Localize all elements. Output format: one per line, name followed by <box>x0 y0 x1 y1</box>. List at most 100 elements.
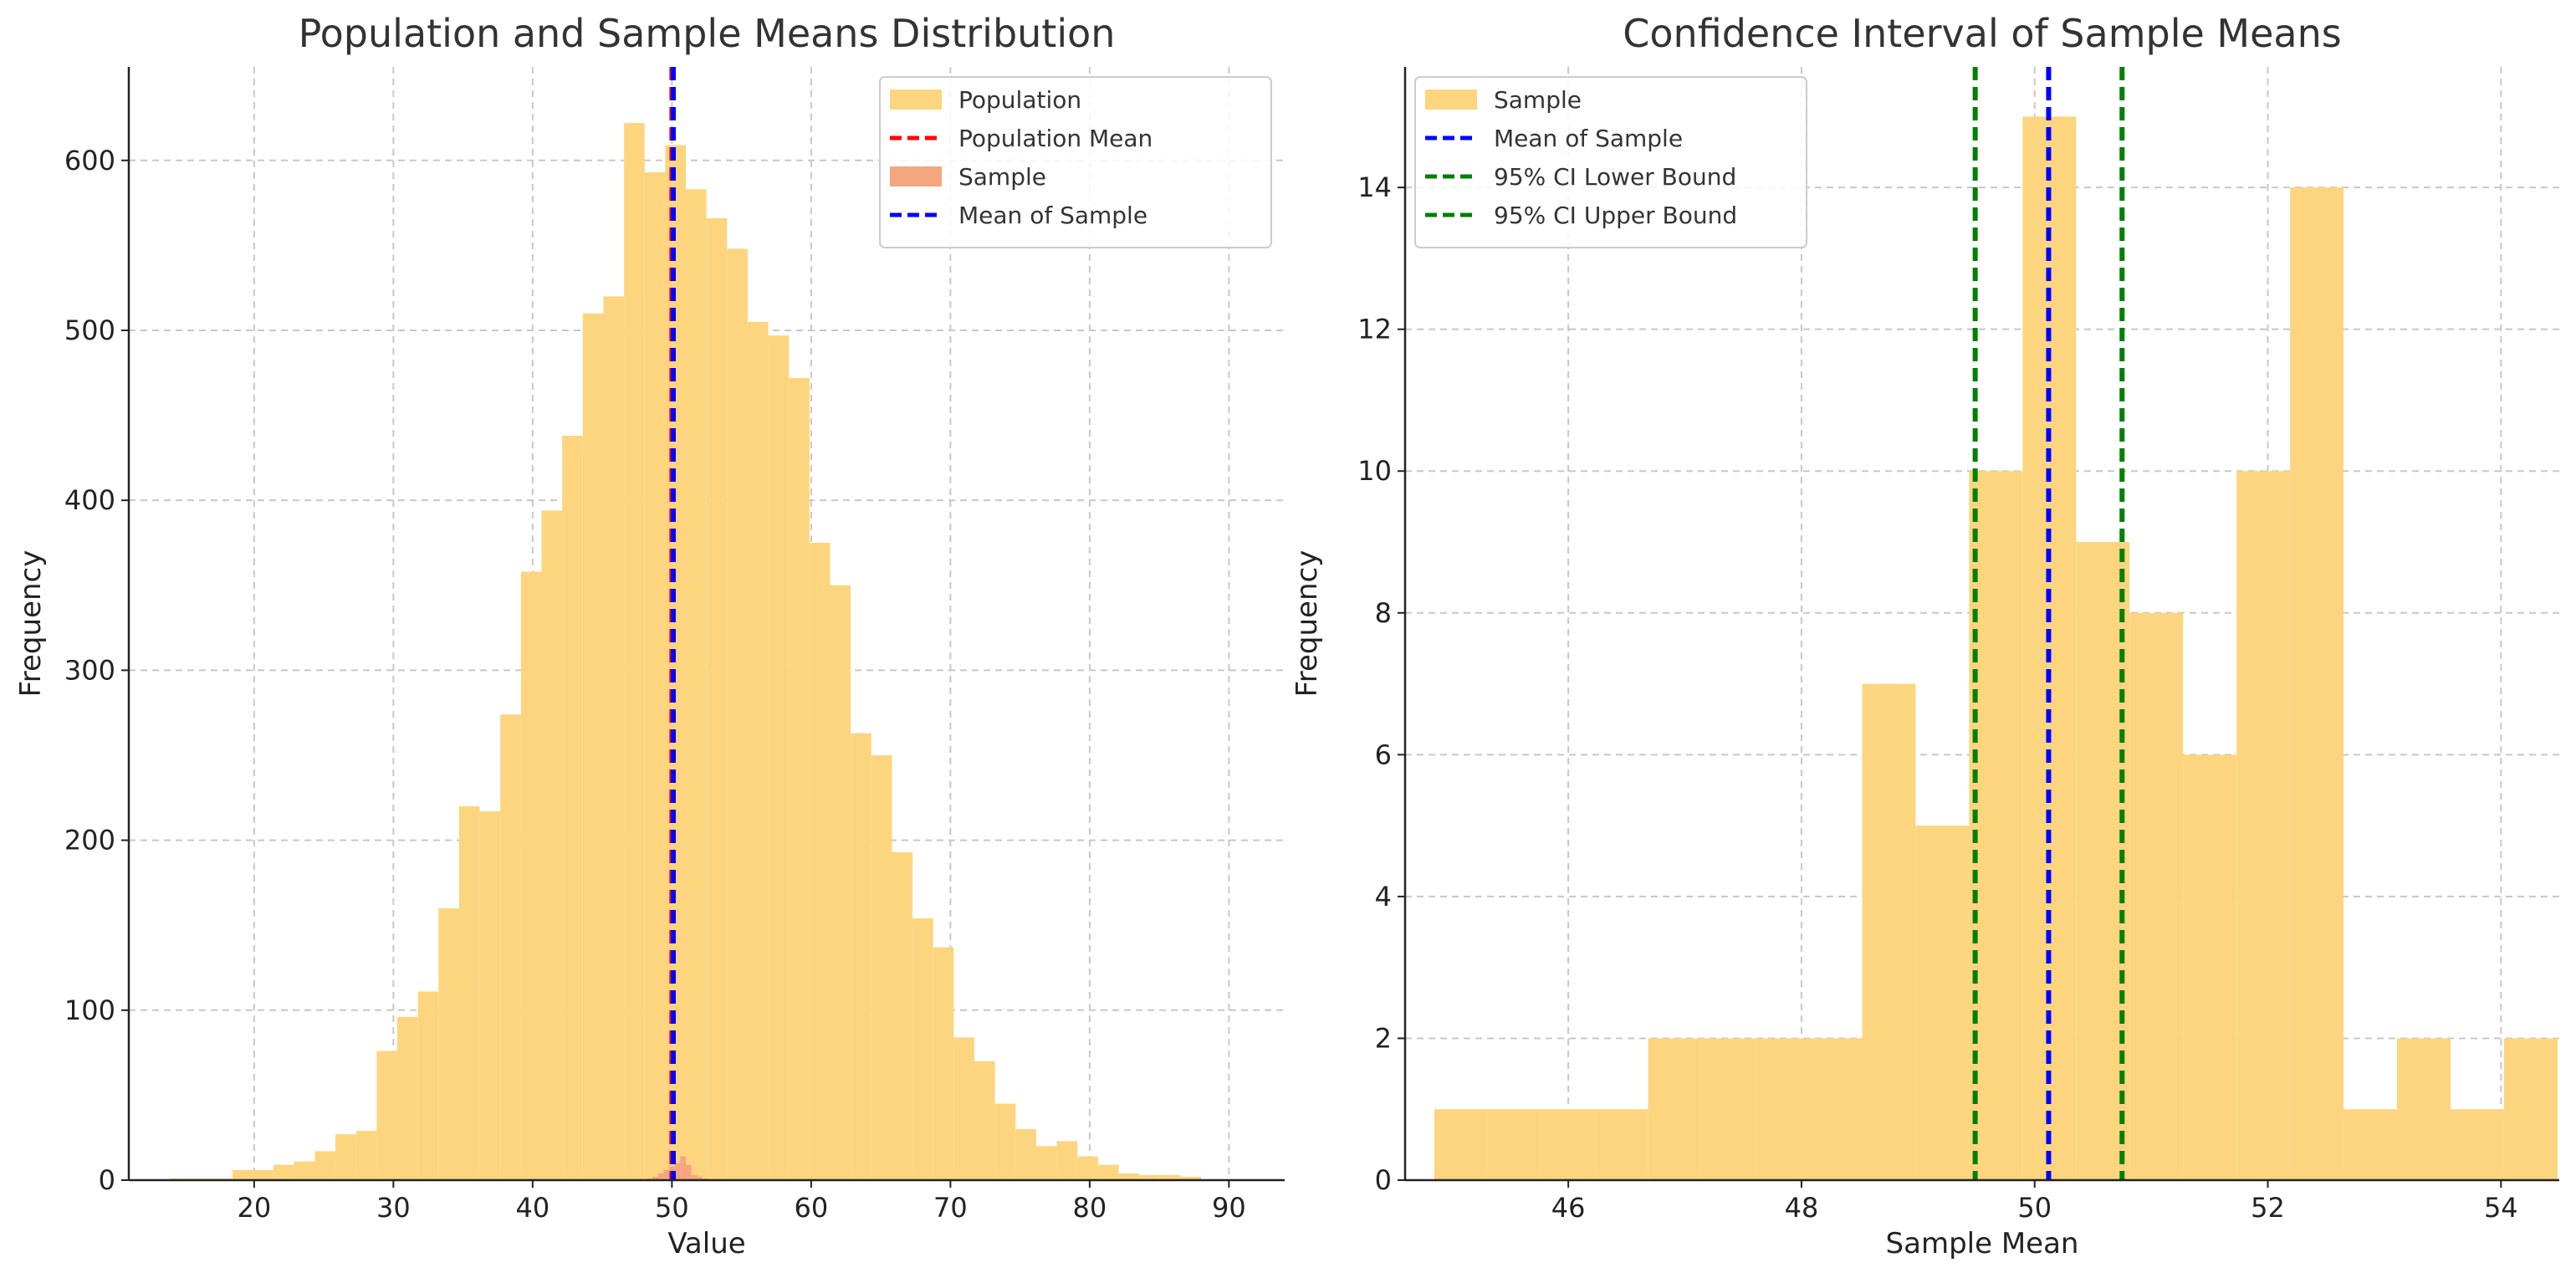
histogram-bar-population <box>1015 1129 1036 1180</box>
legend-label: Mean of Sample <box>958 202 1147 229</box>
histogram-bar-sample <box>663 1169 670 1180</box>
y-tick-label: 100 <box>64 994 115 1026</box>
histogram-bar-sample <box>2503 1038 2558 1180</box>
histogram-bar-population <box>500 714 521 1180</box>
histogram-bar-sample <box>1701 1038 1756 1180</box>
x-tick-label: 46 <box>1551 1192 1586 1224</box>
histogram-bar-population <box>582 313 604 1180</box>
y-tick-label: 500 <box>64 314 115 346</box>
legend-label: Sample <box>958 163 1046 191</box>
histogram-bar-sample <box>1969 471 2023 1180</box>
x-tick-label: 20 <box>237 1192 271 1224</box>
histogram-bar-population <box>912 918 933 1180</box>
x-axis-label: Value <box>667 1227 745 1260</box>
x-tick-label: 50 <box>655 1192 689 1224</box>
histogram-bar-sample <box>1487 1109 1541 1180</box>
histogram-bar-population <box>933 947 954 1180</box>
histogram-bar-population <box>520 571 542 1180</box>
x-tick-label: 30 <box>376 1192 411 1224</box>
histogram-bar-population <box>1077 1156 1098 1180</box>
histogram-bar-sample <box>1541 1109 1595 1180</box>
histogram-bar-population <box>747 321 769 1180</box>
y-axis-label: Frequency <box>1291 550 1324 698</box>
histogram-bar-population <box>727 248 748 1180</box>
histogram-bar-sample <box>2129 612 2184 1180</box>
histogram-bar-sample <box>680 1156 687 1180</box>
histogram-bar-population <box>479 811 501 1180</box>
histogram-bar-population <box>809 542 831 1180</box>
histogram-bar-sample <box>652 1176 658 1180</box>
legend-label: Population <box>958 86 1081 114</box>
y-tick-label: 8 <box>1375 597 1392 629</box>
y-tick-label: 2 <box>1375 1022 1392 1054</box>
x-tick-label: 52 <box>2251 1192 2285 1224</box>
legend-label: Sample <box>1494 86 1582 114</box>
histogram-bar-population <box>974 1061 995 1180</box>
histogram-bar-population <box>314 1151 336 1180</box>
histogram-bar-sample <box>2343 1109 2398 1180</box>
x-tick-label: 70 <box>933 1192 968 1224</box>
histogram-bar-sample <box>2183 754 2237 1180</box>
histogram-bar-population <box>851 733 871 1180</box>
x-tick-label: 90 <box>1212 1192 1246 1224</box>
legend-label: Mean of Sample <box>1494 125 1683 152</box>
histogram-bar-sample <box>686 1164 692 1180</box>
histogram-bar-population <box>1180 1176 1202 1180</box>
histogram-bar-population <box>562 435 583 1180</box>
y-axis-label: Frequency <box>14 550 48 698</box>
histogram-bar-population <box>294 1161 315 1180</box>
histogram-bar-population <box>871 754 892 1180</box>
legend-box <box>1414 76 1807 248</box>
histogram-bar-population <box>232 1169 253 1180</box>
histogram-bar-population <box>458 805 480 1180</box>
histogram-bar-population <box>273 1164 294 1180</box>
histogram-bar-population <box>1035 1146 1057 1180</box>
y-tick-label: 4 <box>1375 881 1392 912</box>
legend-label: Population Mean <box>958 125 1153 152</box>
histogram-bar-population <box>355 1131 377 1180</box>
histogram-bar-sample <box>2450 1109 2504 1180</box>
histogram-bar-population <box>335 1134 356 1180</box>
legend-box <box>879 76 1272 248</box>
histogram-bar-sample <box>691 1174 698 1180</box>
histogram-bar-sample <box>674 1163 681 1180</box>
histogram-bar-sample <box>1594 1109 1648 1180</box>
x-tick-label: 54 <box>2484 1192 2518 1224</box>
histogram-bar-sample <box>1755 1038 1809 1180</box>
histogram-bar-population <box>397 1016 418 1180</box>
legend-swatch <box>890 89 942 110</box>
y-tick-label: 6 <box>1375 739 1392 770</box>
histogram-bar-sample <box>1808 1038 1863 1180</box>
histogram-bar-sample <box>1915 826 1970 1180</box>
histogram-bar-population <box>541 510 563 1180</box>
x-tick-label: 80 <box>1073 1192 1107 1224</box>
histogram-bar-population <box>1159 1174 1181 1180</box>
histogram-bar-sample <box>697 1176 703 1180</box>
histogram-bar-population <box>253 1169 274 1180</box>
y-tick-label: 0 <box>1375 1164 1392 1196</box>
histogram-bar-population <box>892 851 913 1180</box>
legend-label: 95% CI Lower Bound <box>1494 163 1736 191</box>
histogram-bar-population <box>768 335 790 1180</box>
chart-title: Confidence Interval of Sample Means <box>1623 11 2341 56</box>
x-tick-label: 48 <box>1785 1192 1819 1224</box>
y-tick-label: 14 <box>1357 171 1392 203</box>
x-tick-label: 60 <box>795 1192 829 1224</box>
histogram-bar-population <box>644 171 666 1180</box>
histogram-bar-population <box>830 585 851 1180</box>
histogram-bar-population <box>789 377 810 1180</box>
histogram-bar-sample <box>1648 1038 1702 1180</box>
y-tick-label: 10 <box>1357 455 1392 487</box>
histogram-bar-sample <box>2236 471 2291 1180</box>
histogram-bar-sample <box>657 1173 664 1180</box>
y-tick-label: 400 <box>64 484 115 516</box>
histogram-bar-sample <box>1434 1109 1488 1180</box>
histogram-bar-population <box>994 1103 1016 1180</box>
y-tick-label: 12 <box>1357 314 1392 345</box>
histogram-bar-population <box>624 123 645 1181</box>
histogram-bar-population <box>953 1037 975 1180</box>
y-tick-label: 300 <box>64 654 115 686</box>
histogram-bar-sample <box>2397 1038 2451 1180</box>
